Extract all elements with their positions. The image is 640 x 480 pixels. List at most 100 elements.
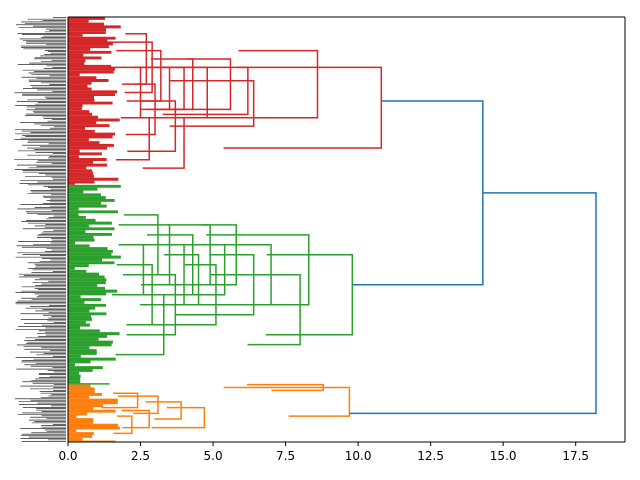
leaf-link <box>68 258 103 262</box>
leaf-link <box>68 184 121 188</box>
leaf-link <box>68 392 102 396</box>
cluster-link <box>118 224 171 286</box>
leaf-link <box>68 374 81 378</box>
leaf-link <box>68 323 90 327</box>
cluster-link <box>115 116 150 161</box>
leaf-link <box>68 224 89 228</box>
leaf-link <box>68 272 100 276</box>
leaf-link <box>68 244 90 248</box>
leaf-link <box>68 124 110 128</box>
leaf-link <box>68 47 91 51</box>
cluster-link <box>162 66 249 116</box>
leaf-link <box>68 132 116 136</box>
leaf-link <box>68 387 95 391</box>
cluster-link <box>150 58 194 111</box>
leaf-link <box>68 67 115 71</box>
leaf-link <box>68 180 95 184</box>
leaf-link <box>68 349 97 353</box>
leaf-link <box>68 187 98 191</box>
leaf-link <box>68 286 105 290</box>
leaf-link <box>68 384 91 388</box>
cluster-link <box>169 80 255 127</box>
leaf-link <box>68 346 90 350</box>
x-tick-label: 0.0 <box>58 449 77 463</box>
leaf-link <box>68 377 81 381</box>
leaf-link <box>68 36 116 40</box>
cluster-orange <box>68 383 351 443</box>
leaf-link <box>68 107 82 111</box>
leaf-link <box>68 369 93 372</box>
leaf-link <box>68 261 115 265</box>
leaf-link <box>68 152 102 156</box>
leaf-link <box>68 155 79 159</box>
leaf-link <box>68 329 100 333</box>
cluster-link <box>151 406 206 429</box>
cluster-link <box>127 100 177 153</box>
leaf-link <box>68 177 119 181</box>
leaf-link <box>68 158 107 161</box>
leaf-link <box>68 418 94 422</box>
leaf-link <box>68 275 105 279</box>
leaf-link <box>68 201 102 205</box>
cluster-link <box>147 264 217 326</box>
leaf-link <box>68 335 108 338</box>
leaf-link <box>68 199 115 202</box>
x-tick-label: 2.5 <box>131 449 150 463</box>
cluster-link <box>117 244 145 296</box>
leaf-link <box>68 412 88 416</box>
leaf-link <box>68 87 92 91</box>
leaf-link <box>68 437 83 441</box>
leaf-link <box>68 101 113 105</box>
leaf-link <box>68 129 95 133</box>
leaf-link <box>68 59 86 63</box>
leaf-link <box>68 166 87 170</box>
leaf-link <box>68 343 112 347</box>
leaf-link <box>68 303 106 307</box>
leaf-link <box>68 218 96 222</box>
leaf-link <box>68 73 80 77</box>
leaf-link <box>68 354 81 358</box>
cluster-link <box>113 415 133 435</box>
leaf-link <box>68 62 85 66</box>
leaf-link <box>68 434 93 438</box>
cluster-link <box>247 383 325 392</box>
cluster-link <box>106 41 153 94</box>
leaf-link <box>68 284 98 287</box>
leaf-link <box>68 172 94 176</box>
leaf-link <box>68 95 95 99</box>
leaf-link <box>68 235 94 239</box>
leaf-link <box>68 174 94 178</box>
leaf-link <box>68 25 121 29</box>
leaf-link <box>68 241 75 245</box>
leaf-link <box>68 332 120 336</box>
leaf-link <box>68 39 108 43</box>
leaf-link <box>68 31 106 34</box>
leaf-link <box>68 409 116 413</box>
cluster-link <box>123 214 159 276</box>
cluster-link <box>223 386 351 417</box>
cluster-link <box>141 244 185 306</box>
leaf-link <box>68 320 86 324</box>
leaf-link <box>68 33 83 37</box>
root-links <box>349 100 597 415</box>
leaf-labels <box>14 17 66 442</box>
cluster-link <box>116 49 162 102</box>
leaf-link <box>68 337 99 341</box>
x-tick-label: 5.0 <box>204 449 223 463</box>
leaf-link <box>68 28 107 32</box>
cluster-link <box>156 66 208 119</box>
leaf-link <box>68 366 103 370</box>
leaf-link <box>68 126 86 130</box>
leaf-link <box>68 269 87 273</box>
leaf-link <box>68 318 93 321</box>
leaf-link <box>68 380 81 384</box>
leaf-link <box>68 298 101 302</box>
leaf-link <box>68 264 89 268</box>
leaf-link <box>68 213 79 217</box>
leaf-link <box>68 64 112 68</box>
leaf-link <box>68 143 114 147</box>
leaf-link <box>68 221 112 225</box>
leaf-link <box>68 53 84 57</box>
leaf-link <box>68 306 96 310</box>
leaf-link <box>68 138 89 142</box>
